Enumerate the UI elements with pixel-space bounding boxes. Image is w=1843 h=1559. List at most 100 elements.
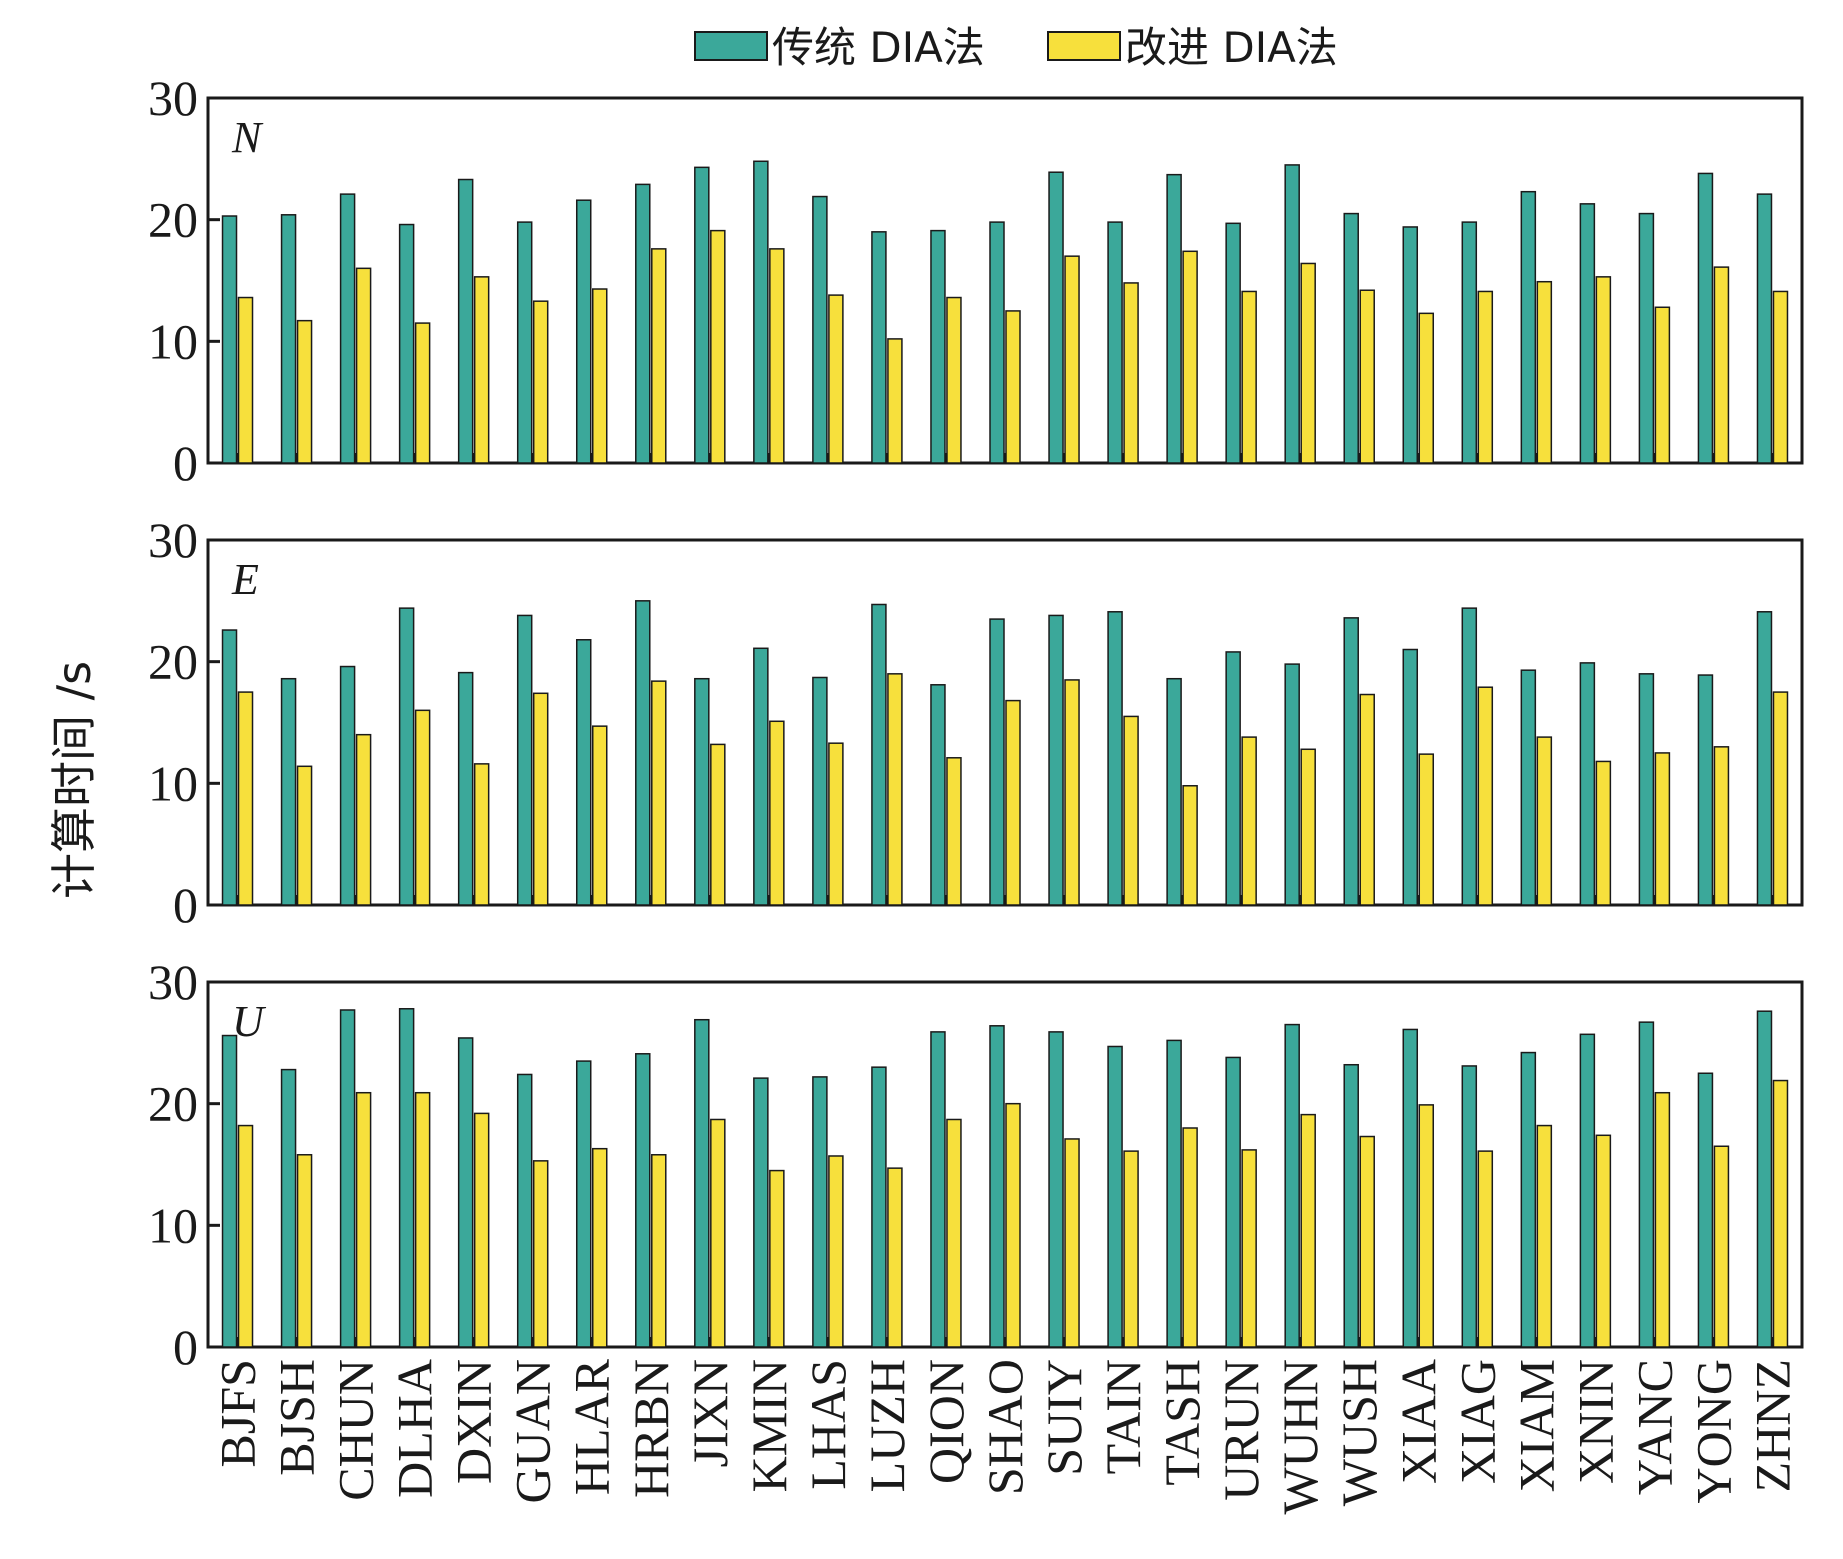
bar-improved-jixn (710, 229, 726, 464)
bar-improved-tash (1182, 785, 1198, 906)
bar-improved-guan (532, 1160, 549, 1348)
legend-label-improved: 改进 DIA法 (1125, 23, 1338, 72)
bar-traditional-hrbn (635, 1053, 651, 1348)
bar-traditional-hlar (575, 199, 592, 464)
bar-improved-tash (1182, 1127, 1198, 1348)
bar-traditional-dlha (398, 607, 415, 906)
bar-traditional-xiag (1461, 1065, 1478, 1348)
bar-improved-kmin (769, 720, 785, 906)
x-category-label: YANC (1626, 1359, 1682, 1495)
bar-improved-yong (1713, 746, 1730, 906)
bar-improved-zhnz (1772, 691, 1789, 906)
bar-improved-hlar (591, 1147, 608, 1348)
bar-improved-wuhn (1300, 748, 1316, 906)
bar-improved-luzh (887, 673, 903, 906)
bar-traditional-jixn (694, 677, 710, 906)
bar-traditional-wuhn (1284, 663, 1300, 906)
bar-improved-lhas (828, 294, 844, 464)
x-category-label: GUAN (505, 1359, 561, 1503)
y-tick-label: 10 (148, 1197, 198, 1253)
bar-improved-xiaa (1418, 312, 1435, 464)
bar-improved-kmin (769, 248, 785, 464)
bar-traditional-hlar (575, 639, 592, 906)
bar-traditional-chun (339, 1009, 356, 1348)
bar-improved-guan (532, 300, 549, 464)
bar-traditional-hrbn (635, 183, 651, 464)
bar-traditional-yong (1697, 172, 1714, 464)
bar-traditional-bjsh (280, 214, 297, 464)
bar-improved-dlha (414, 1091, 431, 1348)
bar-traditional-kmin (753, 647, 769, 906)
bar-traditional-wuhn (1284, 1023, 1300, 1348)
bar-improved-zhnz (1772, 1079, 1789, 1348)
bar-traditional-shao (989, 221, 1005, 464)
legend: 传统 DIA法 改进 DIA法 (694, 23, 1338, 72)
bar-improved-xiag (1477, 1150, 1494, 1348)
x-category-label: CHUN (328, 1359, 384, 1501)
y-tick-label: 20 (148, 1076, 198, 1132)
bar-traditional-yanc (1638, 673, 1655, 906)
bar-traditional-chun (339, 193, 356, 464)
bar-improved-xiam (1536, 280, 1553, 464)
bar-improved-qion (946, 296, 962, 464)
x-category-label: TAIN (1095, 1359, 1151, 1474)
x-category-label: YONG (1685, 1359, 1741, 1503)
bar-traditional-yong (1697, 674, 1714, 906)
bar-improved-xiag (1477, 290, 1494, 464)
bar-improved-chun (355, 1091, 372, 1348)
bar-improved-yong (1713, 1145, 1730, 1348)
bar-traditional-yanc (1638, 1021, 1655, 1348)
bar-traditional-luzh (871, 231, 887, 464)
bar-improved-tash (1182, 250, 1198, 464)
bar-traditional-bjfs (221, 215, 238, 464)
legend-label-traditional: 传统 DIA法 (772, 23, 985, 72)
x-category-label: LUZH (859, 1359, 915, 1492)
bar-improved-kmin (769, 1169, 785, 1348)
x-category-label: BJSH (269, 1359, 325, 1476)
panel-frame (206, 538, 1804, 907)
x-category-label: KMIN (741, 1359, 797, 1492)
x-category-label: WUHN (1272, 1359, 1328, 1515)
bar-traditional-suiy (1048, 614, 1064, 906)
bar-traditional-jixn (694, 1018, 710, 1348)
bar-improved-xiaa (1418, 1104, 1435, 1348)
bar-traditional-urun (1225, 222, 1241, 464)
bar-improved-wuhn (1300, 1113, 1316, 1348)
panel-label: U (232, 997, 267, 1046)
y-tick-label: 0 (173, 435, 198, 491)
x-category-label: SUIY (1036, 1359, 1092, 1476)
bar-traditional-kmin (753, 1077, 769, 1348)
bar-traditional-suiy (1048, 171, 1064, 464)
bar-improved-wuhn (1300, 262, 1316, 464)
bar-traditional-tash (1166, 173, 1182, 464)
x-category-label: BJFS (210, 1359, 266, 1467)
bar-improved-hlar (591, 288, 608, 464)
bar-improved-dxin (473, 763, 490, 906)
x-category-label: DLHA (387, 1359, 443, 1498)
bar-traditional-suiy (1048, 1031, 1064, 1348)
panel-label: N (231, 113, 264, 162)
bar-improved-shao (1005, 699, 1021, 906)
bar-improved-chun (355, 733, 372, 906)
y-tick-label: 30 (148, 954, 198, 1010)
bar-traditional-kmin (753, 160, 769, 464)
bar-improved-yanc (1654, 1091, 1671, 1348)
bar-traditional-luzh (871, 603, 887, 906)
bar-improved-suiy (1064, 255, 1080, 464)
y-tick-label: 0 (173, 877, 198, 933)
x-category-label: JIXN (682, 1359, 738, 1467)
bar-improved-qion (946, 757, 962, 906)
bar-improved-bjfs (237, 691, 254, 906)
bar-improved-hrbn (651, 1154, 667, 1348)
panel-n: 0 10 20 30 N (148, 70, 1804, 491)
bar-traditional-dxin (457, 1037, 474, 1348)
bar-traditional-zhnz (1756, 1010, 1773, 1348)
bar-traditional-xiaa (1402, 648, 1419, 906)
bar-traditional-xnin (1579, 1033, 1596, 1348)
bar-traditional-xiaa (1402, 226, 1419, 464)
bar-improved-wush (1359, 289, 1375, 464)
bar-traditional-luzh (871, 1066, 887, 1348)
bar-traditional-urun (1225, 1056, 1241, 1348)
bar-improved-jixn (710, 743, 726, 906)
panel-e: 0 10 20 30 E (148, 512, 1804, 933)
